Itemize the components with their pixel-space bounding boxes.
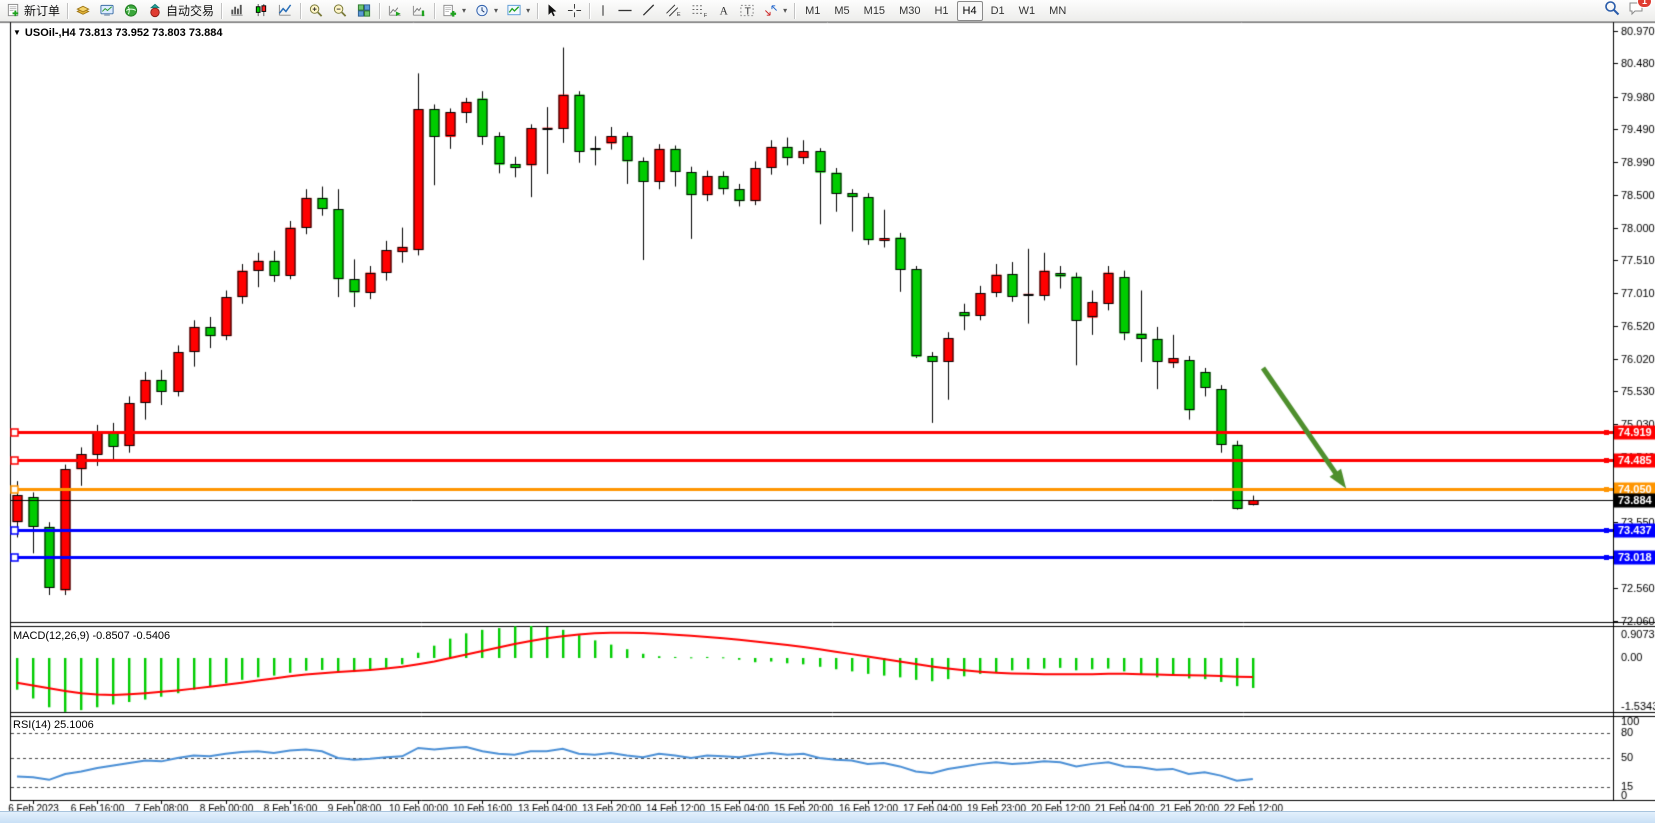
autotrading-button-label: 自动交易	[166, 4, 215, 18]
templates-button[interactable]: ▾	[502, 0, 534, 22]
toolbar-separator	[434, 2, 436, 19]
template-icon	[506, 3, 522, 18]
toolbar-separator	[67, 2, 69, 19]
hline-icon	[617, 3, 633, 18]
toolbar-separator	[300, 2, 302, 19]
rsi-indicator-label: RSI(14) 25.1006	[13, 719, 94, 731]
channel-button[interactable]: E	[661, 0, 687, 22]
status-bar	[0, 811, 1655, 823]
main-toolbar: 新订单 自动交易 ▾ ▾ ▾ E F A T ▾ M1 M5 M15 M30 H1 H4 D1 W1 MN 1	[0, 0, 1655, 22]
tiles-icon	[356, 3, 372, 18]
autotrading-button[interactable]: 自动交易	[143, 0, 218, 22]
fibo-icon: F	[691, 3, 709, 18]
toolbar-separator	[379, 2, 381, 19]
macd-signal-value: -0.5406	[132, 630, 171, 642]
zoom-out-button[interactable]	[328, 0, 352, 22]
trendline-icon	[641, 3, 657, 18]
cursor-button[interactable]	[541, 0, 563, 22]
auto-scroll-button[interactable]	[383, 0, 407, 22]
bar-chart-button[interactable]	[225, 0, 249, 22]
zoom-in-icon	[308, 3, 324, 18]
dropdown-caret-icon: ▾	[494, 6, 499, 15]
tile-windows-button[interactable]	[352, 0, 376, 22]
gold-box-icon	[75, 3, 91, 18]
chart-symbol-label: USOil-,H4	[24, 27, 76, 39]
notification-badge: 1	[1636, 0, 1652, 8]
svg-text:F: F	[704, 13, 708, 18]
search-icon[interactable]	[1604, 0, 1620, 21]
toolbar-right-group: 1	[1604, 0, 1653, 21]
timeframe-button-w1[interactable]: W1	[1018, 4, 1036, 17]
arrows-button[interactable]: ▾	[759, 0, 791, 22]
new-order-button[interactable]: 新订单	[2, 0, 64, 22]
timeframe-button-m15[interactable]: M15	[863, 4, 886, 17]
autotrading-icon	[147, 3, 163, 18]
new-order-button-label: 新订单	[24, 4, 61, 18]
trendline-button[interactable]	[637, 0, 661, 22]
svg-text:A: A	[720, 5, 729, 17]
linechart-icon	[277, 3, 293, 18]
text-button[interactable]: A	[713, 0, 735, 22]
svg-text:E: E	[677, 12, 681, 18]
chart-title: ▼ USOil-,H4 73.813 73.952 73.803 73.884	[13, 27, 222, 39]
dropdown-caret-icon: ▾	[783, 6, 788, 15]
toolbar-separator	[537, 2, 539, 19]
zoom-in-button[interactable]	[304, 0, 328, 22]
timeframe-button-m5[interactable]: M5	[834, 4, 850, 17]
monitor-icon	[99, 3, 115, 18]
zoom-out-icon	[332, 3, 348, 18]
chat-button[interactable]: 1	[1628, 0, 1652, 21]
chart-box-button[interactable]	[71, 0, 95, 22]
timeframe-button-m1[interactable]: M1	[805, 4, 821, 17]
bars-icon	[229, 3, 245, 18]
rsi-value: 25.1006	[53, 719, 94, 731]
toolbar-separator	[221, 2, 223, 19]
crosshair-button[interactable]	[563, 0, 586, 22]
dropdown-caret-icon: ▾	[526, 6, 531, 15]
clock-icon	[474, 3, 490, 18]
timeframe-button-h1[interactable]: H1	[934, 4, 949, 17]
dropdown-caret-icon: ▾	[462, 6, 467, 15]
horizontal-line-button[interactable]	[613, 0, 637, 22]
text-a-icon: A	[717, 3, 731, 18]
label-t-icon: T	[739, 3, 755, 18]
market-watch-button[interactable]	[119, 0, 143, 22]
arrows-icon	[763, 3, 779, 18]
vertical-line-button[interactable]	[593, 0, 613, 22]
fibonacci-button[interactable]: F	[687, 0, 713, 22]
timeframe-button-h4[interactable]: H4	[956, 0, 983, 21]
crosshair-icon	[567, 3, 582, 18]
vline-icon	[597, 3, 609, 18]
chart-shift-button[interactable]	[407, 0, 431, 22]
macd-main-value: -0.8507	[92, 630, 130, 642]
macd-indicator-label: MACD(12,26,9) -0.8507 -0.5406	[13, 630, 170, 642]
timeframe-button-mn[interactable]: MN	[1049, 4, 1067, 17]
candles-icon	[253, 3, 269, 18]
toolbar-separator	[589, 2, 591, 19]
channel-icon: E	[665, 3, 683, 18]
svg-text:T: T	[745, 6, 752, 17]
chartshift-icon	[411, 3, 427, 18]
chevron-down-icon[interactable]: ▼	[13, 28, 21, 37]
timeframe-button-m30[interactable]: M30	[899, 4, 921, 17]
macd-name: MACD(12,26,9)	[13, 630, 90, 642]
indicator-add-icon	[442, 3, 458, 18]
rsi-name: RSI(14)	[13, 719, 51, 731]
periods-button[interactable]: ▾	[470, 0, 502, 22]
timeframe-button-d1[interactable]: D1	[990, 4, 1005, 17]
terminal-button[interactable]	[95, 0, 119, 22]
cursor-icon	[545, 3, 559, 18]
line-chart-button[interactable]	[273, 0, 297, 22]
autoscroll-icon	[387, 3, 403, 18]
doc-plus-icon	[6, 3, 21, 18]
label-button[interactable]: T	[735, 0, 759, 22]
globe-icon	[123, 3, 139, 18]
indicators-button[interactable]: ▾	[438, 0, 470, 22]
toolbar-separator	[794, 2, 796, 19]
candlestick-chart-button[interactable]	[249, 0, 273, 22]
chart-ohlc-values: 73.813 73.952 73.803 73.884	[78, 27, 223, 39]
